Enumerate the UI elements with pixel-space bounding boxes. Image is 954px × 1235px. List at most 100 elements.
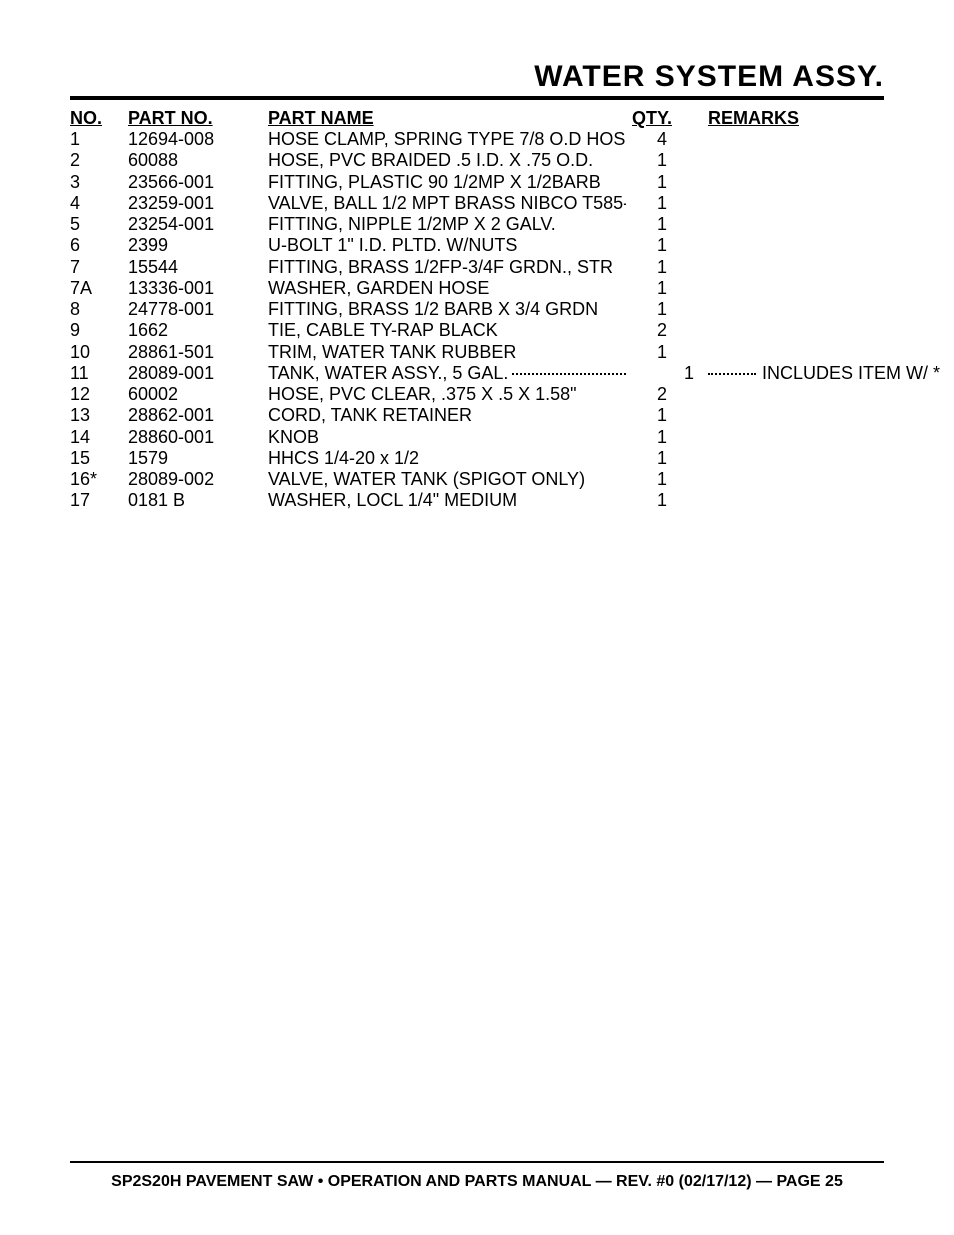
- cell-name: HOSE, PVC CLEAR, .375 X .5 X 1.58": [268, 384, 626, 405]
- cell-remarks: [698, 129, 884, 150]
- cell-qty: 1: [626, 363, 698, 384]
- cell-remarks: [698, 490, 884, 511]
- table-row: 523254-001FITTING, NIPPLE 1/2MP X 2 GALV…: [70, 214, 884, 235]
- table-row: 91662TIE, CABLE TY-RAP BLACK2: [70, 320, 884, 341]
- cell-no: 2: [70, 150, 128, 171]
- cell-partno: 23254-001: [128, 214, 268, 235]
- cell-partno: 28089-002: [128, 469, 268, 490]
- cell-qty: 1: [626, 342, 698, 363]
- cell-remarks: [698, 150, 884, 171]
- cell-remarks: [698, 299, 884, 320]
- cell-partno: 28089-001: [128, 363, 268, 384]
- footer-text: SP2S20H PAVEMENT SAW • OPERATION AND PAR…: [0, 1173, 954, 1191]
- cell-qty: 1: [626, 193, 698, 214]
- table-row: 1260002HOSE, PVC CLEAR, .375 X .5 X 1.58…: [70, 384, 884, 405]
- cell-partno: 12694-008: [128, 129, 268, 150]
- cell-no: 7: [70, 257, 128, 278]
- cell-no: 3: [70, 172, 128, 193]
- cell-remarks: [698, 214, 884, 235]
- title-rule: WATER SYSTEM ASSY.: [70, 60, 884, 100]
- cell-partno: 13336-001: [128, 278, 268, 299]
- cell-no: 17: [70, 490, 128, 511]
- table-row: 16*28089-002VALVE, WATER TANK (SPIGOT ON…: [70, 469, 884, 490]
- footer-rule: [70, 1161, 884, 1163]
- cell-remarks: [698, 172, 884, 193]
- cell-name: FITTING, NIPPLE 1/2MP X 2 GALV.: [268, 214, 626, 235]
- cell-name: TIE, CABLE TY-RAP BLACK: [268, 320, 626, 341]
- cell-partno: 1579: [128, 448, 268, 469]
- table-row: 151579HHCS 1/4-20 x 1/21: [70, 448, 884, 469]
- cell-remarks: [698, 257, 884, 278]
- cell-name: HOSE, PVC BRAIDED .5 I.D. X .75 O.D.: [268, 150, 626, 171]
- cell-remarks: [698, 448, 884, 469]
- cell-name: HHCS 1/4-20 x 1/2: [268, 448, 626, 469]
- cell-partno: 2399: [128, 235, 268, 256]
- cell-partno: 60088: [128, 150, 268, 171]
- table-row: 1428860-001KNOB1: [70, 427, 884, 448]
- cell-qty: 1: [626, 490, 698, 511]
- cell-partno: 23566-001: [128, 172, 268, 193]
- table-row: 62399U-BOLT 1" I.D. PLTD. W/NUTS1: [70, 235, 884, 256]
- cell-name: FITTING, BRASS 1/2 BARB X 3/4 GRDN: [268, 299, 626, 320]
- cell-partno: 60002: [128, 384, 268, 405]
- cell-no: 15: [70, 448, 128, 469]
- cell-no: 16*: [70, 469, 128, 490]
- cell-remarks: INCLUDES ITEM W/ *: [698, 363, 940, 384]
- cell-qty: 2: [626, 320, 698, 341]
- cell-no: 1: [70, 129, 128, 150]
- cell-name-text: TANK, WATER ASSY., 5 GAL.: [268, 363, 508, 384]
- col-header-remarks: REMARKS: [698, 108, 884, 129]
- table-row: 824778-001FITTING, BRASS 1/2 BARB X 3/4 …: [70, 299, 884, 320]
- cell-no: 13: [70, 405, 128, 426]
- cell-no: 5: [70, 214, 128, 235]
- cell-remarks: [698, 384, 884, 405]
- cell-partno: 28860-001: [128, 427, 268, 448]
- cell-remarks: [698, 469, 884, 490]
- cell-no: 10: [70, 342, 128, 363]
- table-header: NO. PART NO. PART NAME QTY. REMARKS: [70, 108, 884, 129]
- table-row: 423259-001VALVE, BALL 1/2 MPT BRASS NIBC…: [70, 193, 884, 214]
- cell-remarks: [698, 193, 884, 214]
- cell-name: HOSE CLAMP, SPRING TYPE 7/8 O.D HOSE: [268, 129, 626, 150]
- cell-qty: 1: [626, 172, 698, 193]
- table-row: 715544FITTING, BRASS 1/2FP-3/4F GRDN., S…: [70, 257, 884, 278]
- page-title: WATER SYSTEM ASSY.: [534, 60, 884, 93]
- cell-qty: 1: [626, 235, 698, 256]
- cell-remarks: [698, 342, 884, 363]
- cell-name: VALVE, WATER TANK (SPIGOT ONLY): [268, 469, 626, 490]
- cell-remarks: [698, 427, 884, 448]
- cell-no: 14: [70, 427, 128, 448]
- cell-name: FITTING, PLASTIC 90 1/2MP X 1/2BARB: [268, 172, 626, 193]
- cell-qty: 1: [626, 448, 698, 469]
- cell-partno: 23259-001: [128, 193, 268, 214]
- table-row: 1328862-001CORD, TANK RETAINER1: [70, 405, 884, 426]
- cell-no: 9: [70, 320, 128, 341]
- cell-no: 12: [70, 384, 128, 405]
- cell-no: 6: [70, 235, 128, 256]
- cell-partno: 15544: [128, 257, 268, 278]
- cell-name: FITTING, BRASS 1/2FP-3/4F GRDN., STR: [268, 257, 626, 278]
- cell-qty: 1: [626, 257, 698, 278]
- table-row: 260088HOSE, PVC BRAIDED .5 I.D. X .75 O.…: [70, 150, 884, 171]
- col-header-qty: QTY.: [626, 108, 698, 129]
- cell-partno: 28862-001: [128, 405, 268, 426]
- cell-no: 8: [70, 299, 128, 320]
- cell-no: 7A: [70, 278, 128, 299]
- dot-leader: [512, 373, 626, 375]
- cell-name: CORD, TANK RETAINER: [268, 405, 626, 426]
- cell-partno: 24778-001: [128, 299, 268, 320]
- table-row: 7A13336-001WASHER, GARDEN HOSE1: [70, 278, 884, 299]
- cell-qty: 1: [626, 299, 698, 320]
- cell-qty: 1: [626, 469, 698, 490]
- cell-remarks-text: INCLUDES ITEM W/ *: [762, 363, 940, 384]
- parts-table: NO. PART NO. PART NAME QTY. REMARKS 1126…: [70, 108, 884, 511]
- cell-partno: 28861-501: [128, 342, 268, 363]
- table-row: 112694-008HOSE CLAMP, SPRING TYPE 7/8 O.…: [70, 129, 884, 150]
- cell-qty: 1: [626, 278, 698, 299]
- cell-remarks: [698, 235, 884, 256]
- cell-qty: 1: [626, 405, 698, 426]
- cell-name: U-BOLT 1" I.D. PLTD. W/NUTS: [268, 235, 626, 256]
- cell-remarks: [698, 278, 884, 299]
- col-header-no: NO.: [70, 108, 128, 129]
- cell-no: 4: [70, 193, 128, 214]
